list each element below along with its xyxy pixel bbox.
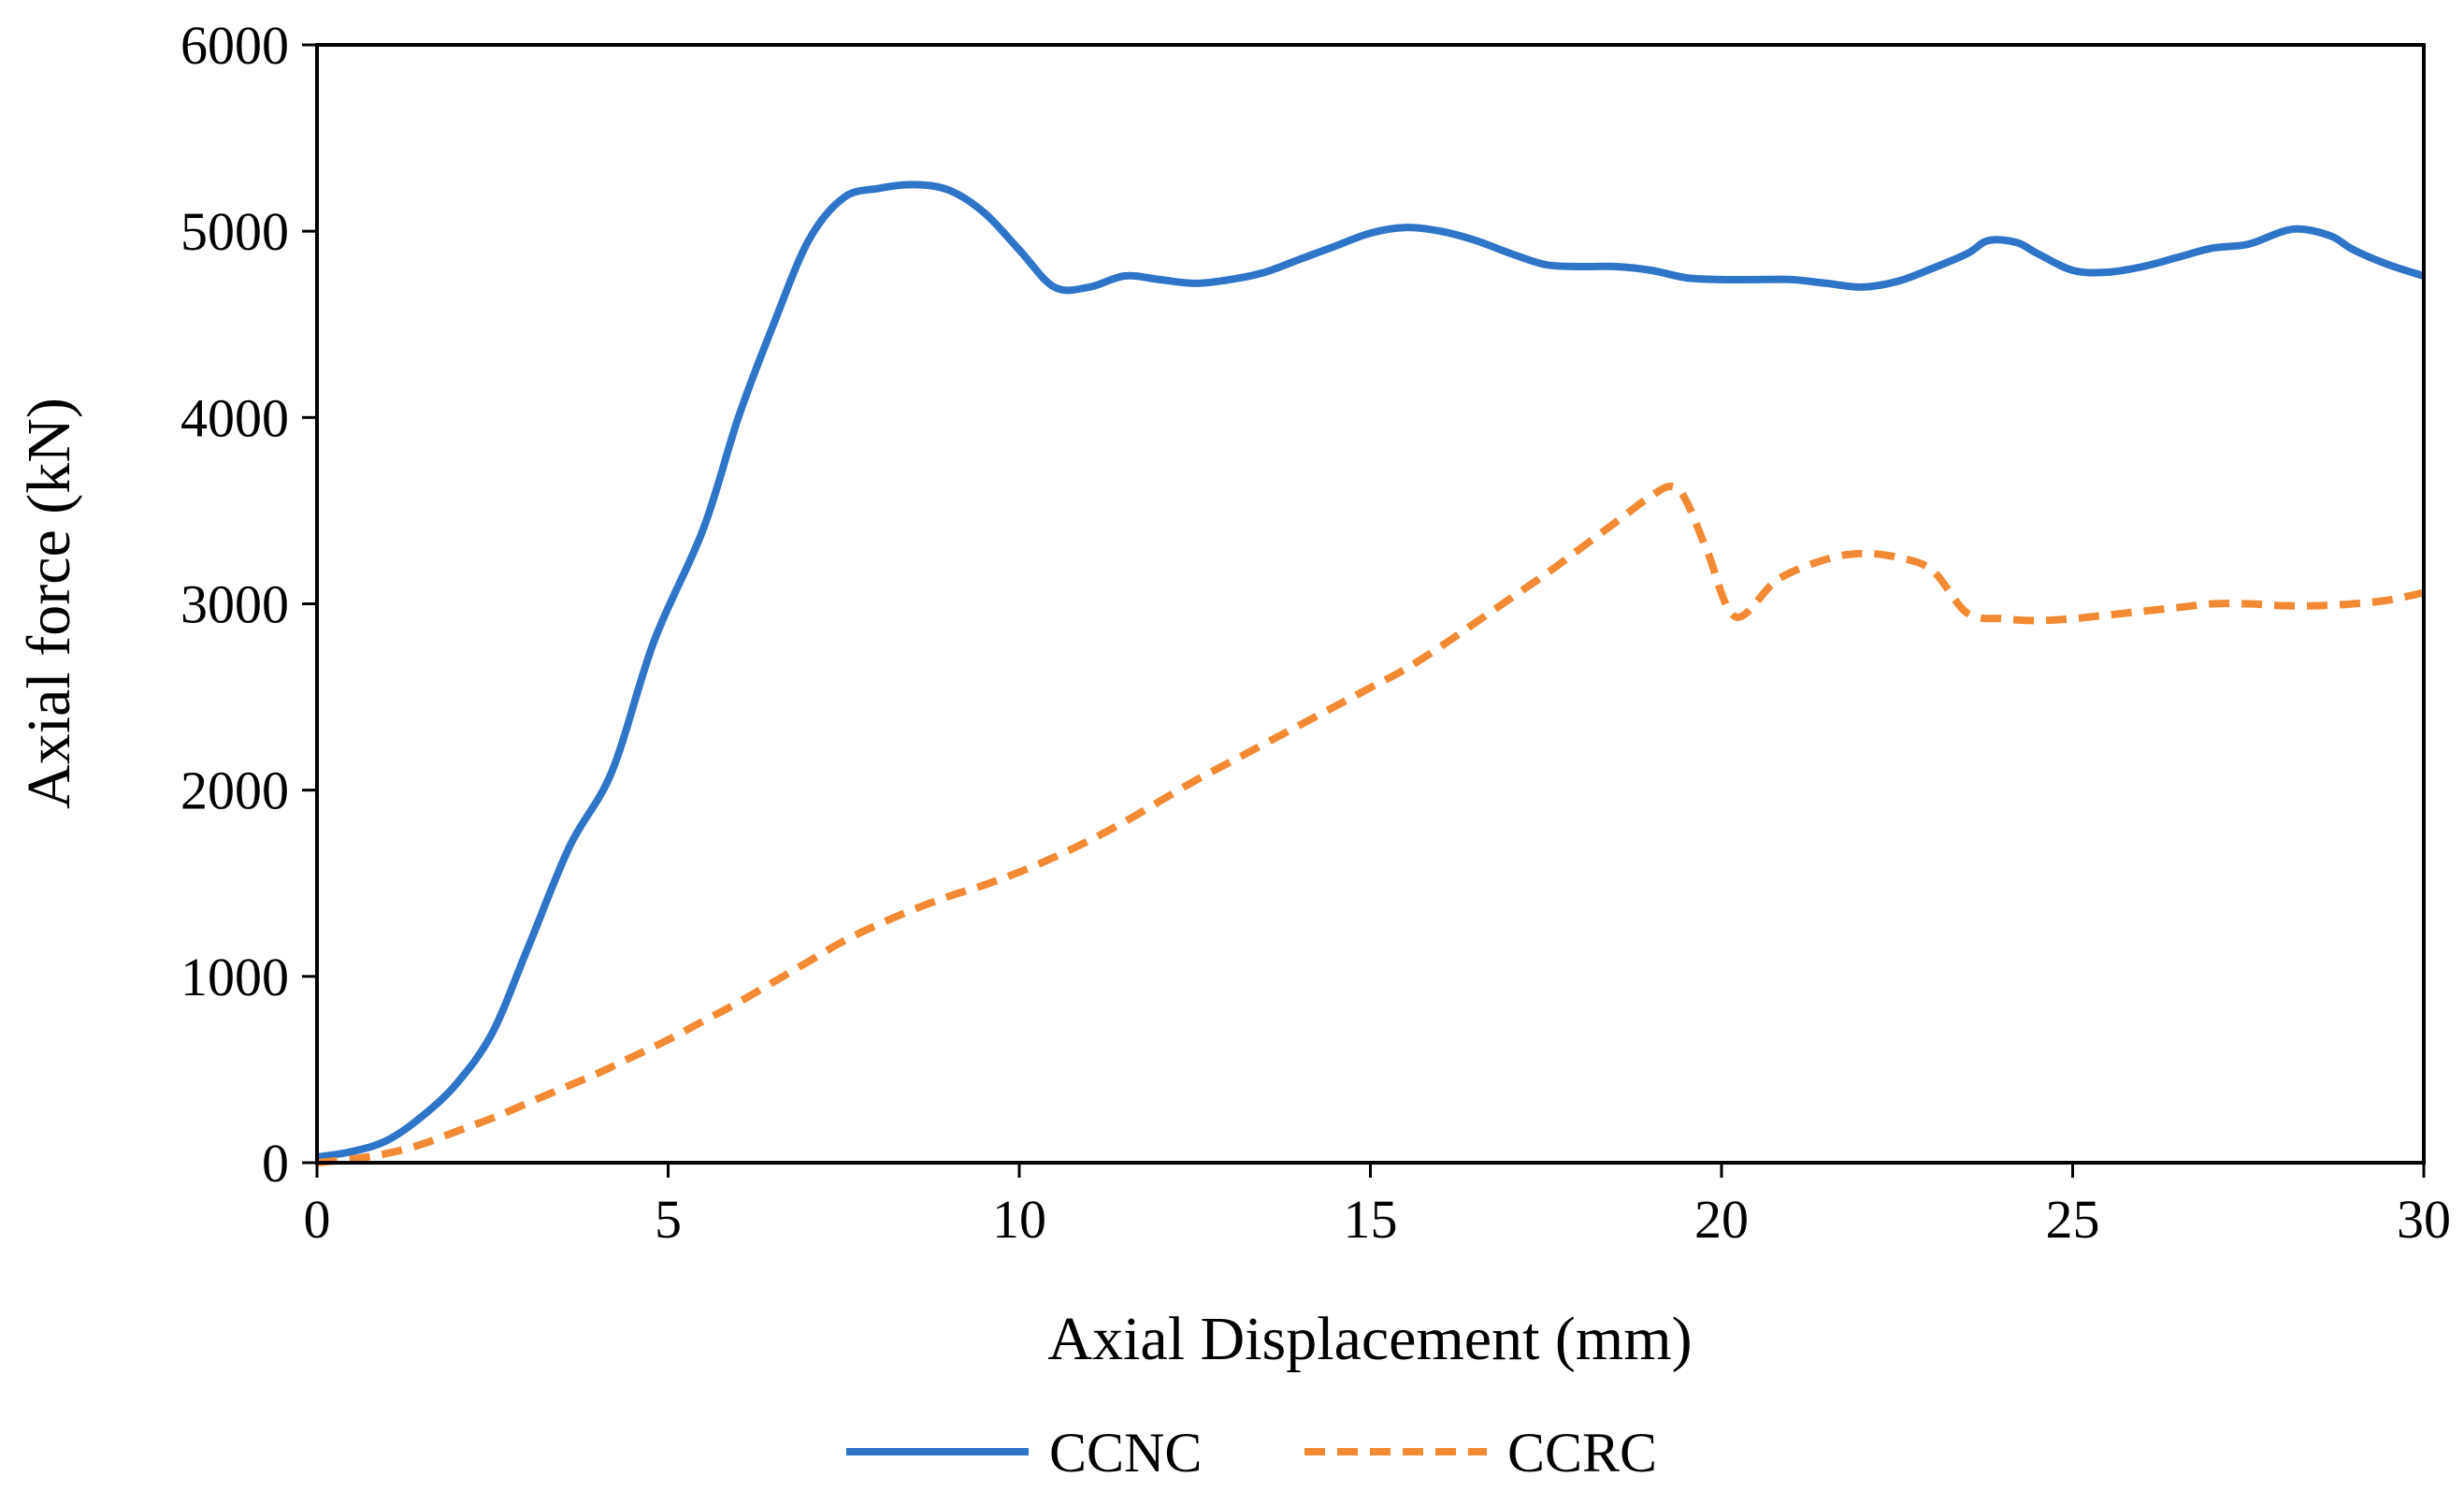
x-tick-label: 30: [2397, 1189, 2451, 1250]
x-tick-label: 10: [992, 1189, 1046, 1250]
x-tick-label: 20: [1694, 1189, 1749, 1250]
data-series-layer: [316, 181, 2426, 1166]
series-line-ccrc: [316, 482, 2425, 1166]
tick-labels-layer: 0 5 10 15 20 25 30 0 1000 2000 3000 4000 5000 6000: [180, 15, 2451, 1250]
series-line-ccnc: [316, 181, 2426, 1161]
x-tick-label: 0: [304, 1189, 331, 1250]
axis-ticks-layer: [302, 43, 2426, 1178]
legend-label-ccrc: CCRC: [1507, 1422, 1657, 1484]
legend: CCNC CCRC: [846, 1422, 1657, 1484]
plot-area-frame: [315, 43, 2426, 1165]
y-tick-label: 4000: [180, 387, 289, 448]
y-tick-label: 3000: [180, 574, 289, 635]
x-tick-label: 15: [1344, 1189, 1398, 1250]
legend-label-ccnc: CCNC: [1049, 1422, 1202, 1484]
x-tick-label: 5: [655, 1189, 682, 1250]
y-tick-label: 1000: [180, 947, 289, 1007]
y-tick-label: 2000: [180, 760, 289, 821]
y-axis-title: Axial force (kN): [15, 398, 83, 809]
y-tick-label: 0: [262, 1133, 289, 1194]
y-tick-label: 6000: [180, 15, 289, 76]
x-tick-label: 25: [2046, 1189, 2100, 1250]
x-axis-title: Axial Displacement (mm): [1047, 1305, 1692, 1373]
y-tick-label: 5000: [180, 201, 289, 262]
